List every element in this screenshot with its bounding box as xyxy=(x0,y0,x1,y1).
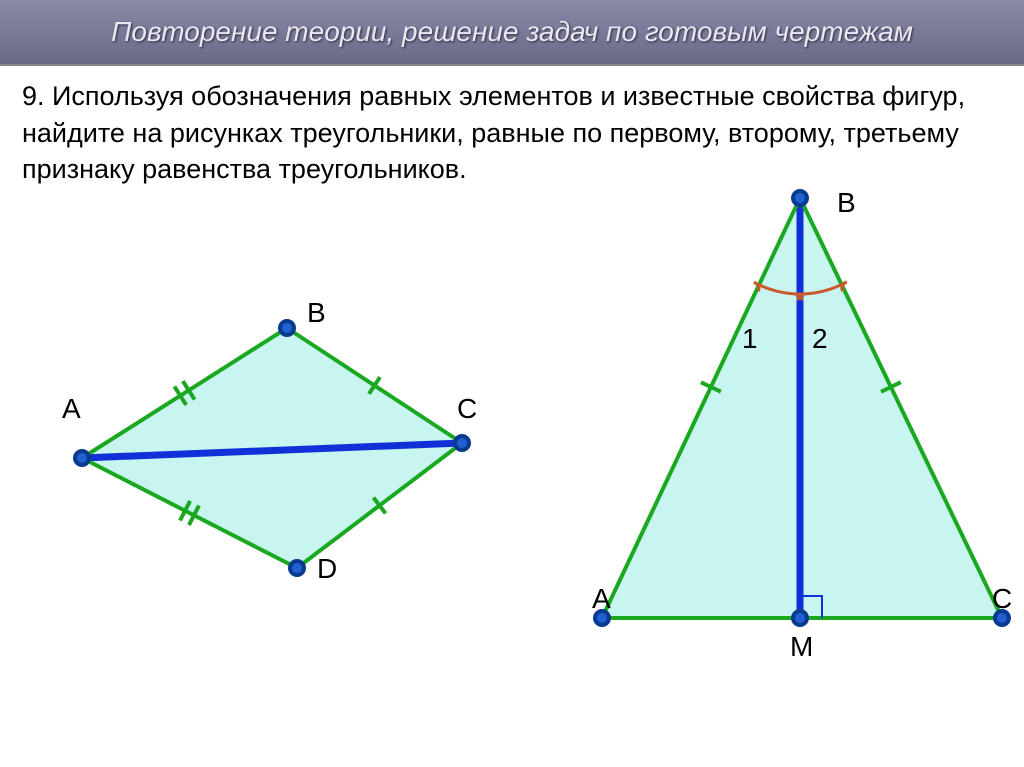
figures-container: A B C D A B C M 1 2 xyxy=(22,188,1002,688)
svg-text:C: C xyxy=(992,583,1012,614)
figure-triangle: A B C M 1 2 xyxy=(562,168,1024,668)
slide-title: Повторение теории, решение задач по гото… xyxy=(20,14,1004,50)
content-area: 9. Используя обозначения равных элементо… xyxy=(0,66,1024,699)
figure-kite: A B C D xyxy=(42,268,502,598)
slide-header: Повторение теории, решение задач по гото… xyxy=(0,0,1024,66)
svg-text:A: A xyxy=(62,393,81,424)
svg-text:D: D xyxy=(317,553,337,584)
svg-text:1: 1 xyxy=(742,323,758,354)
svg-text:2: 2 xyxy=(812,323,828,354)
svg-text:A: A xyxy=(592,583,611,614)
svg-text:B: B xyxy=(307,297,326,328)
svg-text:C: C xyxy=(457,393,477,424)
svg-text:M: M xyxy=(790,631,813,662)
svg-text:B: B xyxy=(837,187,856,218)
